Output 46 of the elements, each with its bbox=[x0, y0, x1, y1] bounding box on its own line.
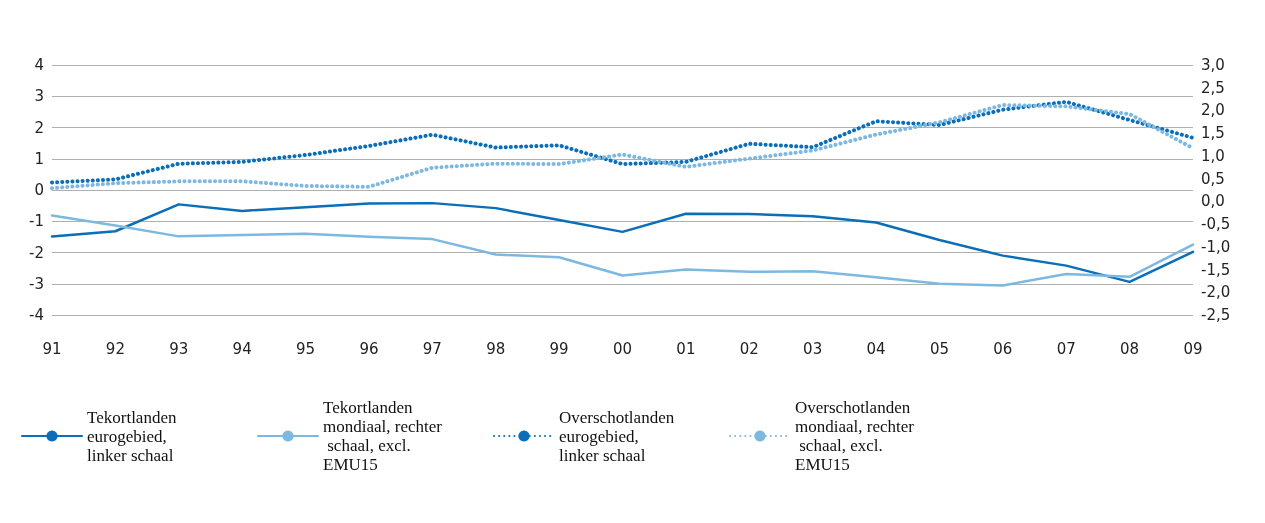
x-tick-label: 93 bbox=[169, 339, 189, 358]
y2-tick-label: -1,0 bbox=[1201, 237, 1231, 256]
x-tick-label: 06 bbox=[993, 339, 1013, 358]
x-tick-label: 95 bbox=[296, 339, 316, 358]
y2-tick-label: -1,5 bbox=[1201, 260, 1231, 279]
y2-tick-label: 1,5 bbox=[1201, 124, 1225, 143]
y2-tick-label: -2,0 bbox=[1201, 283, 1231, 302]
x-tick-label: 99 bbox=[549, 339, 569, 358]
x-tick-label: 96 bbox=[359, 339, 379, 358]
line-series bbox=[50, 201, 1195, 284]
x-tick-label: 94 bbox=[232, 339, 252, 358]
y-tick-label: 4 bbox=[34, 56, 44, 74]
y-tick-label: -2 bbox=[29, 243, 44, 262]
y2-tick-label: 2,5 bbox=[1201, 78, 1225, 97]
x-tick-label: 04 bbox=[866, 339, 886, 358]
x-tick-label: 91 bbox=[42, 339, 62, 358]
y2-tick-label: 0,5 bbox=[1201, 169, 1225, 188]
x-tick-label: 00 bbox=[612, 339, 633, 358]
legend-label: Overschotlanden mondiaal, rechter schaal, excl. EMU15 bbox=[795, 398, 915, 474]
y-tick-label: 2 bbox=[34, 118, 44, 137]
y-tick-label: -4 bbox=[29, 306, 44, 324]
y2-tick-label: 0,0 bbox=[1201, 192, 1225, 211]
x-tick-label: 03 bbox=[803, 339, 823, 358]
y-tick-label: 3 bbox=[34, 87, 44, 106]
y2-tick-label: 2,0 bbox=[1201, 101, 1225, 120]
y-tick-label: -1 bbox=[29, 212, 44, 231]
legend-label: Overschotlanden eurogebied, linker schaal bbox=[559, 407, 679, 465]
x-tick-label: 01 bbox=[676, 339, 696, 358]
legend-label: Tekortlanden mondiaal, rechter schaal, excl. EMU15 bbox=[323, 398, 443, 474]
y2-tick-label: -0,5 bbox=[1201, 215, 1231, 234]
y2-tick-label: -2,5 bbox=[1201, 306, 1231, 324]
x-tick-label: 92 bbox=[105, 339, 125, 358]
x-tick-label: 07 bbox=[1056, 339, 1076, 358]
x-tick-label: 05 bbox=[929, 339, 949, 358]
y-tick-label: 0 bbox=[34, 181, 44, 199]
line-series bbox=[50, 214, 1195, 287]
x-tick-label: 97 bbox=[422, 339, 442, 358]
y2-tick-label: 3,0 bbox=[1201, 56, 1225, 74]
x-tick-label: 02 bbox=[739, 339, 759, 358]
legend-label: Tekortlanden eurogebied, linker schaal bbox=[87, 407, 181, 465]
y2-tick-label: 1,0 bbox=[1201, 146, 1225, 165]
x-tick-label: 09 bbox=[1183, 339, 1203, 358]
y-tick-label: -3 bbox=[29, 274, 44, 293]
y-tick-label: 1 bbox=[34, 149, 44, 168]
x-tick-label: 08 bbox=[1120, 339, 1140, 358]
x-tick-label: 98 bbox=[486, 339, 506, 358]
